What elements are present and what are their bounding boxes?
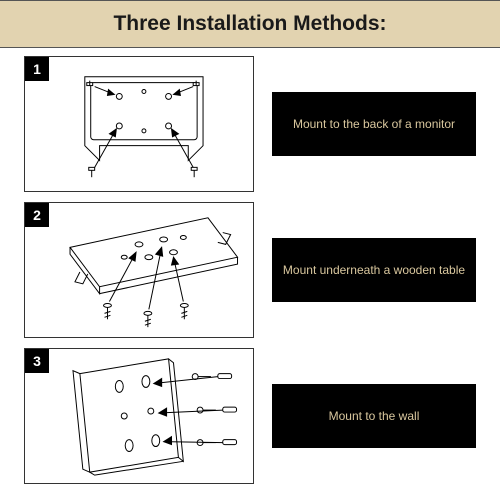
content-area: 1 (0, 48, 500, 484)
label-box-2: Mount underneath a wooden table (272, 238, 476, 302)
monitor-mount-diagram (25, 57, 253, 191)
label-box-3: Mount to the wall (272, 384, 476, 448)
diagram-1: 1 (24, 56, 254, 192)
header-title: Three Installation Methods: (113, 12, 386, 36)
table-mount-diagram (25, 203, 253, 337)
header-banner: Three Installation Methods: (0, 0, 500, 48)
wall-mount-diagram (25, 349, 253, 483)
diagram-3: 3 (24, 348, 254, 484)
method-label: Mount to the wall (329, 409, 420, 423)
method-label: Mount to the back of a monitor (293, 117, 455, 131)
diagram-2: 2 (24, 202, 254, 338)
label-box-1: Mount to the back of a monitor (272, 92, 476, 156)
method-row-3: 3 (24, 348, 476, 484)
method-row-2: 2 (24, 202, 476, 338)
method-row-1: 1 (24, 56, 476, 192)
method-label: Mount underneath a wooden table (283, 263, 465, 277)
